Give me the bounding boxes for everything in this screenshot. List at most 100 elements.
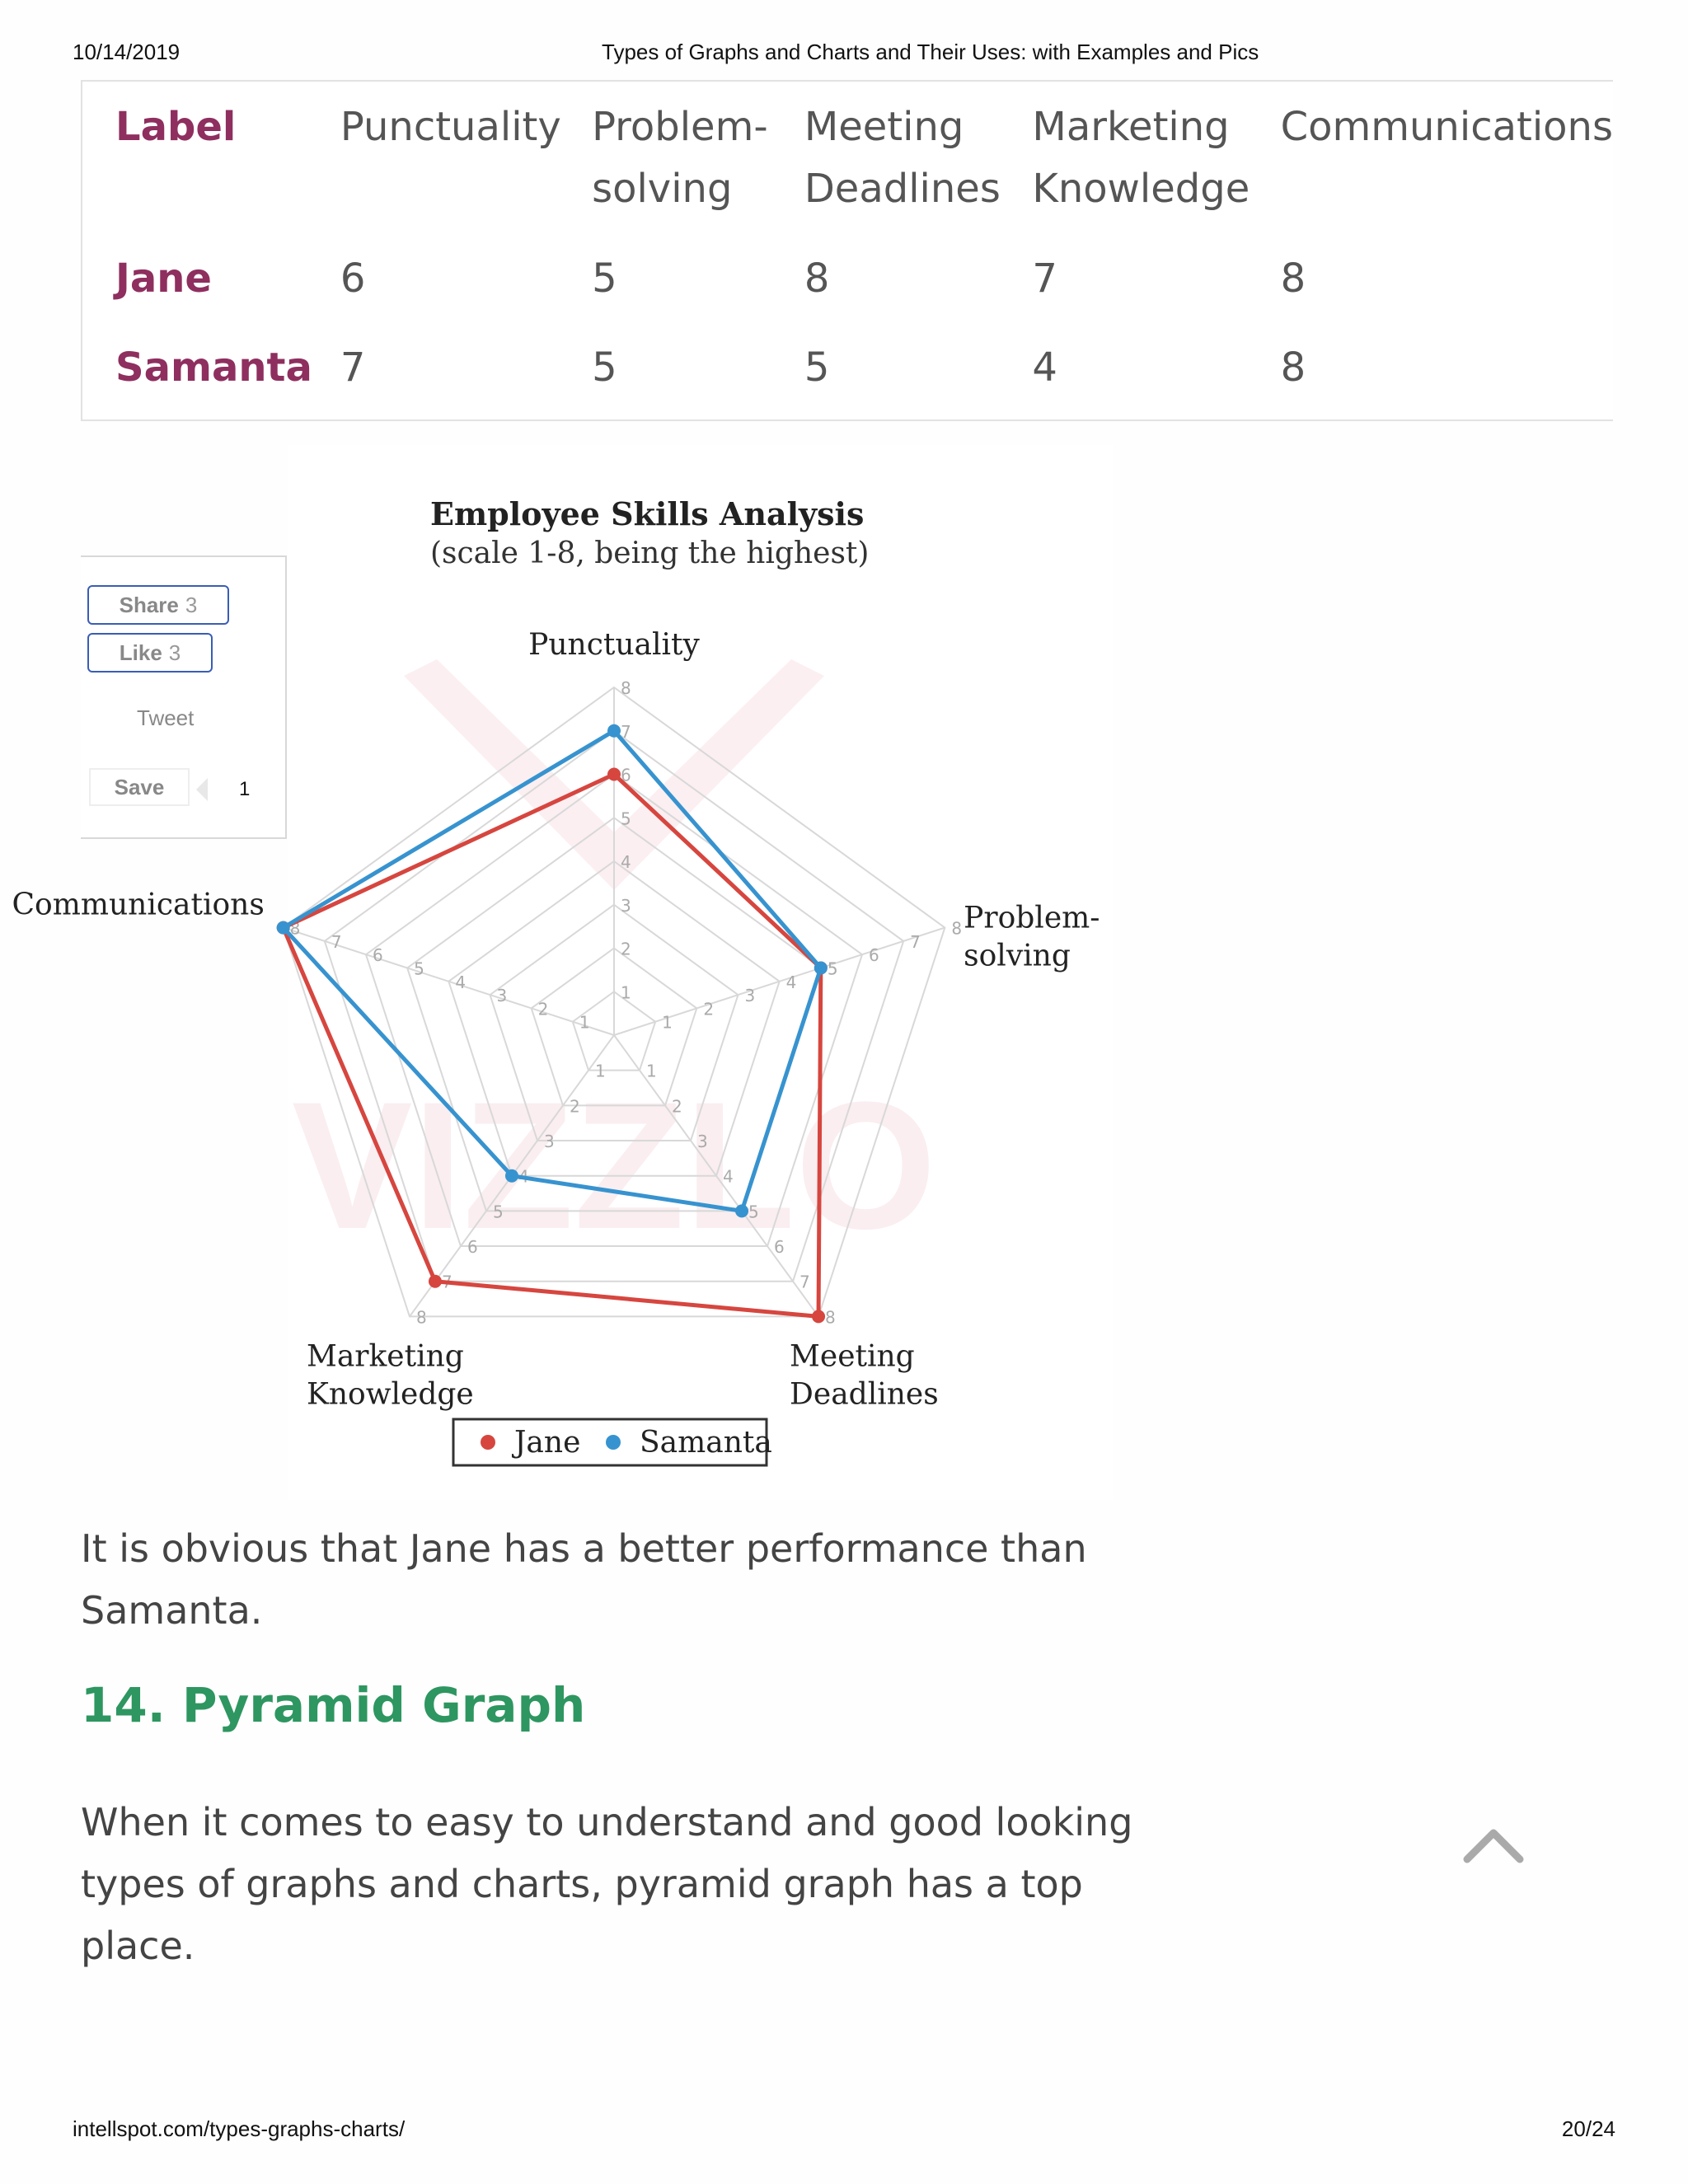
table-cell: 8	[804, 255, 830, 302]
print-date: 10/14/2019	[73, 40, 181, 64]
axis-label: Communications	[12, 888, 265, 922]
table-cell: 8	[1280, 255, 1306, 302]
tick-label: 8	[621, 678, 631, 698]
save-count-arrow	[196, 778, 208, 801]
tick-label: 5	[414, 958, 424, 978]
tick-label: 6	[621, 766, 631, 785]
tick-label: 4	[455, 972, 466, 992]
tick-label: 6	[869, 945, 879, 965]
tick-label: 2	[570, 1096, 580, 1116]
skills-table: Label Punctuality Problem- solving Meeti…	[81, 80, 1613, 421]
print-title: Types of Graphs and Charts and Their Use…	[602, 40, 1259, 64]
table-cell: 5	[592, 344, 617, 391]
header-cell: Communications	[1280, 104, 1613, 150]
row-label: Samanta	[115, 344, 312, 391]
header-cell: Meeting Deadlines	[804, 104, 1001, 212]
legend-label: Samanta	[640, 1426, 772, 1460]
tick-label: 7	[799, 1272, 810, 1292]
print-footer: intellspot.com/types-graphs-charts/ 20/2…	[0, 2116, 1688, 2149]
data-point-jane	[428, 1274, 442, 1288]
scroll-to-top-button[interactable]	[1462, 1823, 1525, 1864]
table-cell: 7	[1032, 255, 1057, 302]
axis-label: Punctuality	[528, 628, 700, 662]
tick-label: 3	[697, 1132, 708, 1151]
tick-label: 4	[723, 1167, 734, 1187]
tick-label: 2	[621, 940, 631, 959]
grid-ring	[364, 773, 864, 1248]
series-line-samanta	[281, 729, 823, 1213]
chart-subtitle: (scale 1-8, being the highest)	[430, 537, 869, 570]
tick-label: 7	[331, 932, 342, 952]
tick-label: 3	[745, 986, 756, 1005]
share-label: Share	[119, 592, 179, 617]
like-button[interactable]: Like 3	[87, 633, 213, 673]
tick-label: 3	[621, 896, 631, 916]
data-point-samanta	[504, 1169, 518, 1183]
legend-label: Jane	[511, 1426, 580, 1460]
table-cell: 5	[804, 344, 830, 391]
print-header: 10/14/2019 Types of Graphs and Charts an…	[0, 40, 1688, 73]
chart-background	[288, 445, 1113, 1500]
tick-label: 6	[467, 1237, 478, 1257]
table-header-row: Label Punctuality Problem- solving Meeti…	[115, 96, 1613, 220]
axis-spoke	[613, 1034, 819, 1317]
grid-ring	[323, 729, 905, 1282]
tick-label: 8	[825, 1307, 836, 1327]
tick-label: 1	[662, 1013, 673, 1033]
data-point-samanta	[735, 1204, 749, 1218]
save-count: 1	[239, 778, 251, 800]
grid-ring	[530, 947, 698, 1107]
tweet-button[interactable]: Tweet	[137, 705, 195, 730]
table-cell: 6	[340, 255, 366, 302]
tick-label: 2	[703, 999, 714, 1019]
table-cell: 5	[592, 255, 617, 302]
tick-label: 5	[748, 1202, 759, 1221]
watermark: VIZZLO	[292, 659, 936, 1267]
table-row: Jane 6 5 8 7 8	[115, 220, 1613, 312]
tick-label: 3	[496, 986, 507, 1005]
tick-label: 6	[373, 945, 383, 965]
header-cell: Problem- solving	[592, 104, 768, 212]
grid-ring	[571, 991, 657, 1071]
table-cell: 4	[1032, 344, 1057, 391]
grid-ring	[489, 903, 739, 1142]
radar-series	[276, 724, 828, 1324]
tick-label: 2	[538, 999, 549, 1019]
header-cell: Label	[115, 104, 237, 150]
radar-axis-labels: Punctuality Problem-solving Meeting Deadlin…	[12, 628, 1100, 1411]
axis-spoke	[283, 926, 615, 1036]
section-heading: 14. Pyramid Graph	[81, 1677, 586, 1733]
chart-title: Employee Skills Analysis	[430, 495, 864, 532]
share-button[interactable]: Share 3	[87, 585, 229, 625]
tick-label: 4	[621, 852, 631, 872]
table-cell: 7	[340, 344, 366, 391]
tick-label: 8	[416, 1307, 427, 1327]
tick-label: 1	[646, 1062, 657, 1081]
tick-label: 4	[786, 972, 797, 992]
tick-label: 6	[774, 1237, 785, 1257]
tick-label: 2	[672, 1096, 682, 1116]
legend-marker	[606, 1435, 621, 1450]
grid-ring	[406, 817, 823, 1212]
data-point-samanta	[276, 921, 290, 935]
row-label: Jane	[115, 255, 212, 302]
series-line-jane	[281, 772, 823, 1319]
save-button[interactable]: Save	[89, 768, 190, 806]
tick-label: 5	[493, 1202, 504, 1221]
tick-label: 1	[621, 982, 631, 1002]
chart-legend: Jane Samanta	[452, 1418, 772, 1467]
print-url: intellspot.com/types-graphs-charts/	[73, 2116, 406, 2141]
watermark-text: VIZZLO	[292, 1064, 936, 1267]
share-widget: Share 3 Like 3 Tweet Save 1	[81, 555, 287, 839]
print-page-number: 20/24	[1561, 2116, 1615, 2141]
paragraph-pyramid-intro: When it comes to easy to understand and …	[81, 1800, 1133, 1968]
like-label: Like	[119, 640, 162, 665]
legend-marker	[481, 1435, 495, 1450]
table-cell: 8	[1280, 344, 1306, 391]
data-point-samanta	[814, 961, 828, 975]
tick-label: 7	[621, 722, 631, 742]
grid-ring	[448, 860, 781, 1177]
data-point-jane	[607, 767, 621, 781]
